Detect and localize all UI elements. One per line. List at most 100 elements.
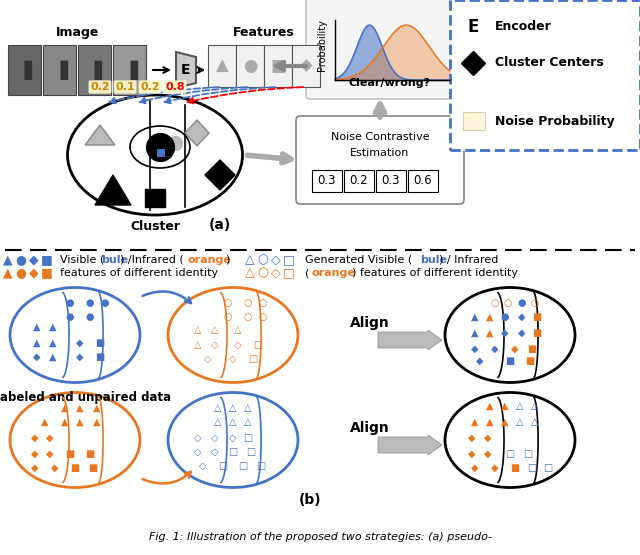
Text: ◆: ◆ <box>476 356 484 366</box>
Ellipse shape <box>10 392 140 487</box>
Text: ○: ○ <box>259 298 268 308</box>
Text: △: △ <box>245 254 255 266</box>
Text: Clear/wrong?: Clear/wrong? <box>349 78 431 88</box>
Text: ◆: ◆ <box>484 449 492 459</box>
Text: ) /Infrared (: ) /Infrared ( <box>120 255 184 265</box>
Text: ▲: ▲ <box>41 417 49 427</box>
Text: ●: ● <box>86 298 94 308</box>
Text: ■: ■ <box>510 463 520 473</box>
Text: ○: ○ <box>257 254 268 266</box>
Text: Noise Contrastive: Noise Contrastive <box>331 132 429 142</box>
Text: 0.3: 0.3 <box>381 174 400 188</box>
Text: ◆: ◆ <box>31 463 39 473</box>
Text: ■: ■ <box>85 449 95 459</box>
Text: ◇: ◇ <box>199 461 207 471</box>
Text: ●: ● <box>243 57 257 75</box>
Text: 0.8: 0.8 <box>165 82 185 92</box>
Text: Unlabeled and unpaired data: Unlabeled and unpaired data <box>0 391 172 403</box>
Text: ◇: ◇ <box>195 447 202 457</box>
Bar <box>208 45 236 87</box>
Text: □: □ <box>248 354 258 364</box>
Text: 0.3: 0.3 <box>317 174 336 188</box>
Text: □: □ <box>543 463 552 473</box>
Text: E: E <box>467 18 479 36</box>
Bar <box>8 45 41 95</box>
FancyBboxPatch shape <box>463 112 485 130</box>
Text: Probability: Probability <box>317 19 327 71</box>
Text: ▲: ▲ <box>49 322 57 332</box>
Text: ◆: ◆ <box>511 344 519 354</box>
Text: ◇: ◇ <box>211 433 219 443</box>
Text: □: □ <box>506 449 515 459</box>
Text: ▲: ▲ <box>486 417 493 427</box>
Text: ) / Infrared: ) / Infrared <box>439 255 499 265</box>
Text: ●: ● <box>15 266 26 280</box>
Text: features of different identity: features of different identity <box>60 268 218 278</box>
Text: ▲: ▲ <box>486 328 493 338</box>
Text: bule: bule <box>101 255 128 265</box>
Bar <box>264 45 292 87</box>
Text: △: △ <box>234 325 242 335</box>
Text: ◇: ◇ <box>271 254 281 266</box>
Text: ▲: ▲ <box>93 403 100 413</box>
Text: Noise Probability: Noise Probability <box>495 114 614 128</box>
Text: △: △ <box>195 340 202 350</box>
Polygon shape <box>176 52 196 88</box>
Text: ■: ■ <box>65 449 75 459</box>
Text: △: △ <box>531 417 539 427</box>
Text: ▲: ▲ <box>33 338 41 348</box>
Text: ○: ○ <box>259 312 268 322</box>
Text: ◆: ◆ <box>76 338 84 348</box>
Ellipse shape <box>168 287 298 382</box>
Text: Cluster: Cluster <box>130 220 180 234</box>
Text: ○: ○ <box>531 298 540 308</box>
Text: 0.1: 0.1 <box>115 82 135 92</box>
Text: ■: ■ <box>270 57 286 75</box>
Text: ■: ■ <box>532 312 541 322</box>
Text: ▲: ▲ <box>501 401 509 411</box>
Text: ▲: ▲ <box>76 417 84 427</box>
Text: ): ) <box>225 255 229 265</box>
Text: ○: ○ <box>244 298 252 308</box>
Text: ■: ■ <box>506 356 515 366</box>
Text: △: △ <box>214 403 221 413</box>
Polygon shape <box>95 175 131 205</box>
Text: Estimation: Estimation <box>350 148 410 158</box>
Text: ●: ● <box>500 312 509 322</box>
Text: ◆: ◆ <box>31 449 39 459</box>
Text: ▲: ▲ <box>471 328 479 338</box>
Text: ○: ○ <box>504 298 512 308</box>
Text: ■: ■ <box>41 266 53 280</box>
Text: □: □ <box>238 461 248 471</box>
Text: ▲: ▲ <box>216 57 228 75</box>
Text: △: △ <box>229 403 237 413</box>
Text: □: □ <box>257 461 266 471</box>
Text: ■: ■ <box>527 344 536 354</box>
Bar <box>236 45 264 87</box>
Text: △: △ <box>244 403 252 413</box>
Text: ○: ○ <box>244 312 252 322</box>
Text: ◆: ◆ <box>31 433 39 443</box>
Bar <box>157 149 165 157</box>
Text: ◆: ◆ <box>468 433 476 443</box>
Text: ◆: ◆ <box>29 266 39 280</box>
Text: ◇: ◇ <box>234 340 242 350</box>
Polygon shape <box>205 160 235 190</box>
Text: ●: ● <box>518 298 526 308</box>
Text: Cluster Centers: Cluster Centers <box>495 57 604 69</box>
Text: 0.2: 0.2 <box>90 82 110 92</box>
Ellipse shape <box>445 392 575 487</box>
Text: ▐: ▐ <box>52 60 67 80</box>
FancyArrow shape <box>378 435 442 455</box>
Text: △: △ <box>245 266 255 280</box>
Text: ◆: ◆ <box>468 449 476 459</box>
Text: ◆: ◆ <box>33 352 41 362</box>
Text: ◆: ◆ <box>518 328 525 338</box>
Text: ◆: ◆ <box>300 57 312 75</box>
Text: ▐: ▐ <box>87 60 102 80</box>
Text: □: □ <box>283 254 295 266</box>
Text: ▲: ▲ <box>33 322 41 332</box>
Text: ◇: ◇ <box>211 340 219 350</box>
Text: ◇: ◇ <box>229 433 237 443</box>
Text: ▲: ▲ <box>49 352 57 362</box>
